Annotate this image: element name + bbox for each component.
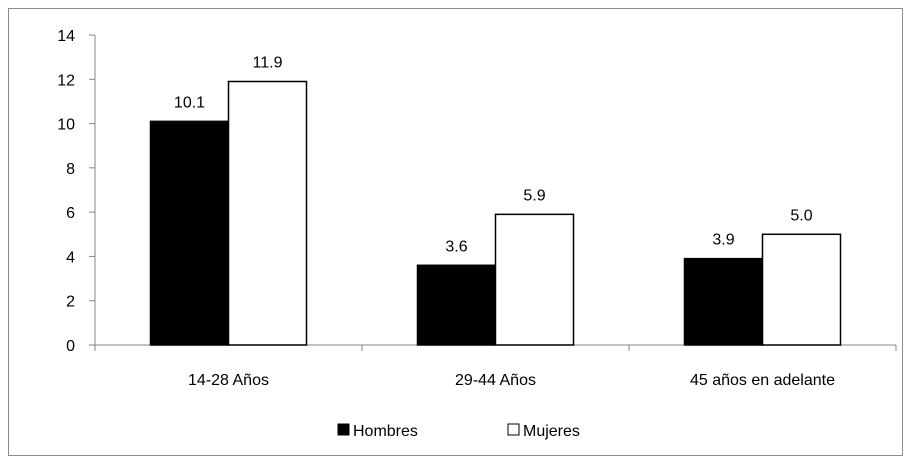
legend-label-mujeres: Mujeres — [523, 423, 580, 440]
legend-swatch-mujeres — [507, 423, 520, 436]
bar-hombres — [683, 257, 764, 346]
data-labels: 10.1 11.9 3.6 5.9 3.9 5.0 — [174, 55, 813, 256]
bar-mujeres — [494, 213, 575, 346]
data-label: 5.0 — [790, 207, 812, 224]
y-tick-label: 10 — [57, 117, 75, 134]
bars — [149, 80, 842, 346]
y-tick-label: 14 — [57, 28, 75, 45]
data-label: 11.9 — [253, 55, 283, 72]
bar-hombres — [416, 264, 497, 346]
y-tick-label: 12 — [57, 72, 75, 89]
chart-frame: 0 2 4 6 8 10 12 14 14-28 Años 29-44 Años 45 años e… — [8, 8, 903, 456]
bar-mujeres — [227, 80, 308, 346]
data-label: 3.9 — [712, 232, 734, 249]
legend: Hombres Mujeres — [337, 423, 580, 440]
bar-hombres — [149, 120, 230, 346]
legend-label-hombres: Hombres — [353, 423, 418, 440]
data-label: 3.6 — [445, 238, 467, 255]
bar-chart: 0 2 4 6 8 10 12 14 14-28 Años 29-44 Años 45 años e… — [8, 8, 903, 456]
y-tick-label: 6 — [66, 205, 75, 222]
x-tick-label: 14-28 Años — [188, 372, 269, 389]
y-tick-label: 8 — [66, 161, 75, 178]
bar-mujeres — [761, 233, 842, 346]
data-label: 5.9 — [523, 187, 545, 204]
x-tick-label: 29-44 Años — [455, 372, 536, 389]
x-tick-label: 45 años en adelante — [690, 372, 835, 389]
y-tick-label: 2 — [66, 294, 75, 311]
data-label: 10.1 — [174, 94, 205, 111]
y-tick-label: 4 — [66, 249, 75, 266]
legend-swatch-hombres — [337, 423, 350, 436]
y-tick-label: 0 — [66, 338, 75, 355]
